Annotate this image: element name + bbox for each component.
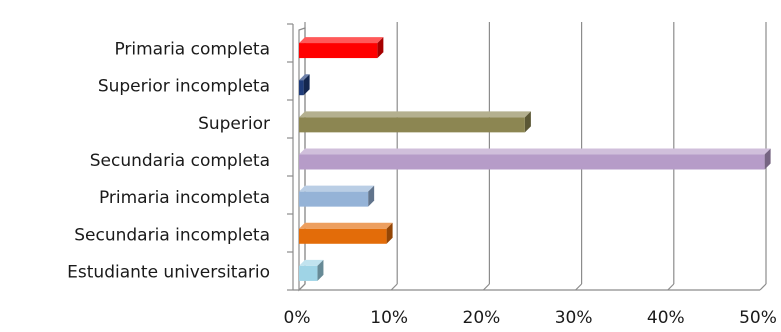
category-label: Secundaria completa — [90, 151, 270, 171]
category-label: Superior — [198, 114, 270, 134]
bar-primaria-completa — [299, 37, 384, 59]
bar-secundaria-completa — [299, 148, 771, 170]
floor-gridline — [482, 283, 490, 291]
x-tick-labels: 0% 10% 20% 30% 40% 50% — [284, 308, 777, 328]
bars — [299, 37, 771, 281]
x-tick-label: 20% — [463, 308, 501, 328]
category-labels: Primaria completa Superior incompleta Supe… — [67, 40, 270, 283]
bar-primaria-incompleta — [299, 185, 375, 207]
category-label: Estudiante universitario — [67, 262, 270, 282]
floor-gridline — [667, 283, 675, 291]
bar-superior-incompleta — [299, 74, 310, 96]
category-label: Primaria incompleta — [99, 188, 270, 208]
bar-superior — [299, 111, 531, 133]
category-label: Primaria completa — [114, 40, 270, 60]
floor-gridline — [575, 283, 583, 291]
floor-gridline — [759, 283, 767, 291]
bar-estudiante-universitario — [299, 259, 324, 281]
x-tick-label: 50% — [739, 308, 777, 328]
floor-gridline — [390, 283, 398, 291]
category-label: Secundaria incompleta — [74, 225, 270, 245]
x-tick-label: 0% — [284, 308, 311, 328]
bar-secundaria-incompleta — [299, 222, 393, 244]
x-tick-label: 30% — [555, 308, 593, 328]
category-label: Superior incompleta — [98, 77, 270, 97]
x-tick-label: 10% — [370, 308, 408, 328]
x-tick-label: 40% — [647, 308, 685, 328]
